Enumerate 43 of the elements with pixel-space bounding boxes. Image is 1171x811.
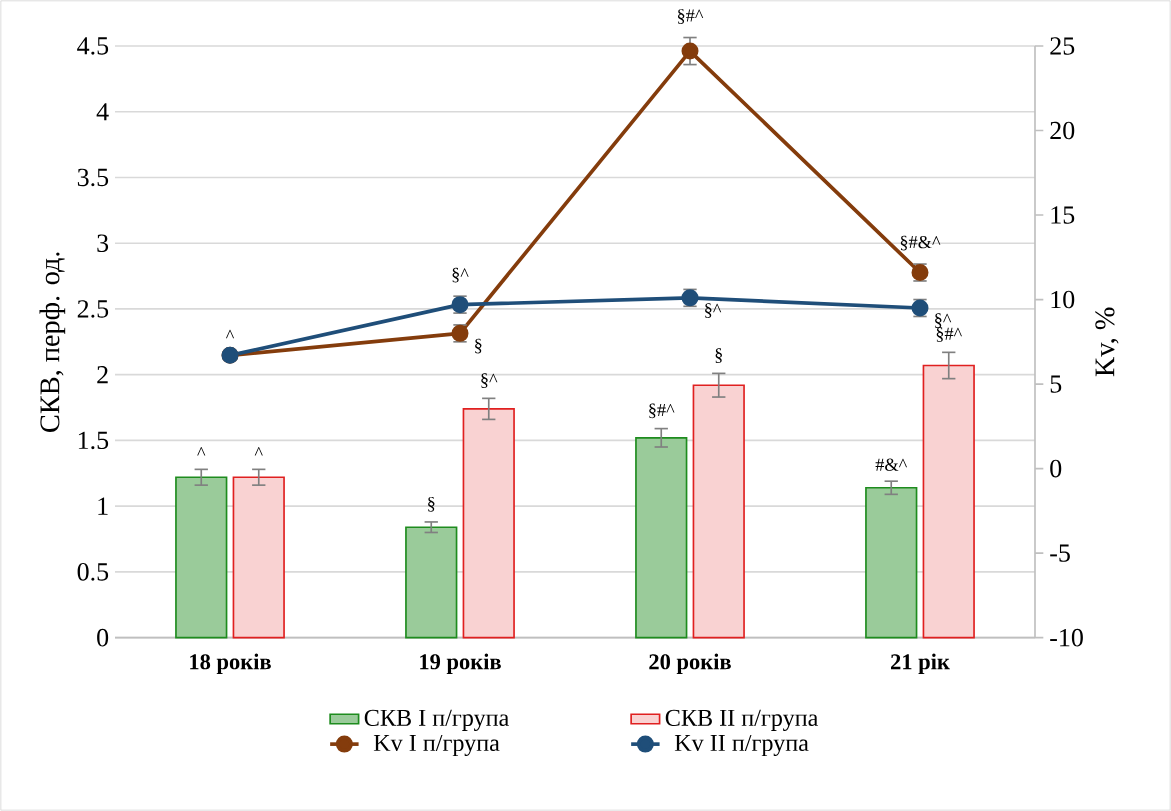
y2-tick-label: 20 [1050,121,1075,140]
x-tick-label: 19 років [420,653,501,674]
annotation: ^ [225,329,235,339]
annotation: ^ [197,447,206,456]
x-tick-label: 21 рік [891,653,950,674]
x-tick-label: 18 років [190,653,271,674]
annotation: § [428,496,435,512]
y-tick-label: 0.5 [77,563,109,581]
y-axis-title: СКВ, перф. од. [39,252,66,432]
legend-label: СКВ ІІ п/група [665,709,819,731]
y-tick-label: 1.5 [78,431,109,450]
y-tick-label: 2.5 [77,300,109,318]
annotation: #&^ [875,458,908,471]
annotation: §#^ [936,327,962,343]
annotation: § [475,338,482,354]
y-tick-label: 3.5 [77,168,109,187]
annotation: §^ [935,313,952,329]
annotation: §^ [481,373,498,389]
annotation: § [715,348,722,364]
legend-label: Kv II п/група [674,734,809,757]
y2-tick-label: 15 [1051,206,1075,224]
annotation: §#^ [649,403,675,419]
text: §#^ [677,9,704,24]
y2-tick-label: 10 [1051,290,1075,309]
y-tick-label: 1 [98,497,108,515]
legend-label: СКВ І п/група [364,709,509,731]
annotation: ^ [254,447,263,456]
y2-tick-label: 25 [1050,37,1075,55]
x-tick-label: 20 років [649,653,731,674]
y2-axis-title: Kv, % [1095,307,1119,377]
y2-tick-label: 0 [1050,459,1062,478]
legend-label: Kv I п/група [373,734,500,757]
y2-tick-label: 5 [1050,375,1062,393]
y-tick-label: 4 [96,103,109,121]
y-tick-label: 2 [97,366,108,384]
y-tick-label: 0 [97,628,109,647]
annotation: §^ [452,267,469,283]
y2-tick-label: -5 [1050,544,1070,562]
annotation: §^ [705,303,722,318]
y2-tick-label: -10 [1050,628,1083,647]
y-tick-label: 3 [97,234,109,252]
y-tick-label: 4.5 [77,37,109,55]
annotation: §#&^ [900,235,941,251]
